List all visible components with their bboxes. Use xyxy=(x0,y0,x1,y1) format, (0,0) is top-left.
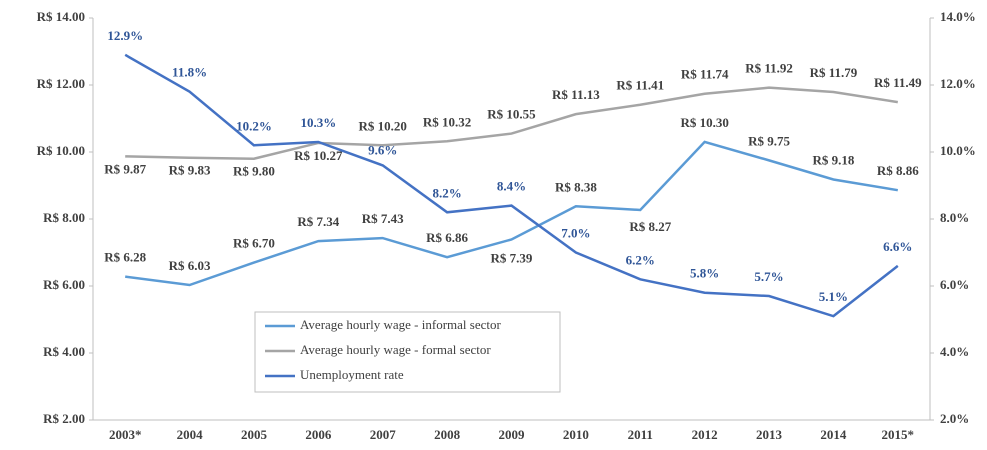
y2-tick-label: 12.0% xyxy=(940,76,976,91)
data-label: 10.3% xyxy=(300,115,336,130)
data-label: R$ 6.86 xyxy=(426,230,468,245)
y2-tick-label: 14.0% xyxy=(940,9,976,24)
data-label: 6.2% xyxy=(626,252,655,267)
data-label: 11.8% xyxy=(172,65,207,80)
data-label: R$ 11.74 xyxy=(681,67,729,82)
x-tick-label: 2007 xyxy=(370,427,397,442)
y2-tick-label: 2.0% xyxy=(940,411,969,426)
data-label: 5.7% xyxy=(754,269,783,284)
x-tick-label: 2009 xyxy=(499,427,526,442)
data-label: R$ 11.79 xyxy=(810,65,858,80)
data-label: R$ 7.39 xyxy=(491,250,533,265)
data-label: R$ 10.55 xyxy=(487,107,536,122)
series-line xyxy=(124,53,899,318)
x-tick-label: 2011 xyxy=(628,427,653,442)
data-label: R$ 10.30 xyxy=(680,115,728,130)
legend-label: Average hourly wage - formal sector xyxy=(300,342,491,357)
series-line xyxy=(125,86,899,160)
data-label: R$ 7.43 xyxy=(362,211,404,226)
data-label: R$ 9.80 xyxy=(233,164,275,179)
data-label: 7.0% xyxy=(561,225,590,240)
x-tick-label: 2005 xyxy=(241,427,268,442)
data-label: R$ 11.92 xyxy=(745,61,793,76)
data-label: R$ 10.27 xyxy=(294,148,343,163)
y-tick-label: R$ 12.00 xyxy=(37,76,85,91)
x-tick-label: 2013 xyxy=(756,427,783,442)
data-label: 8.4% xyxy=(497,179,526,194)
data-label: R$ 9.87 xyxy=(104,161,146,176)
x-tick-label: 2015* xyxy=(882,427,915,442)
data-label: R$ 11.49 xyxy=(874,75,922,90)
data-label: R$ 8.86 xyxy=(877,163,919,178)
data-label: R$ 7.34 xyxy=(297,214,339,229)
series-line xyxy=(125,140,899,287)
data-label: R$ 9.18 xyxy=(812,152,854,167)
legend-label: Average hourly wage - informal sector xyxy=(300,317,501,332)
y2-tick-label: 10.0% xyxy=(940,143,976,158)
y-tick-label: R$ 14.00 xyxy=(37,9,85,24)
data-label: R$ 6.03 xyxy=(169,258,211,273)
y-tick-label: R$ 4.00 xyxy=(43,344,85,359)
data-label: R$ 9.75 xyxy=(748,133,790,148)
legend-box xyxy=(254,311,561,393)
y-tick-label: R$ 2.00 xyxy=(43,411,85,426)
data-label: 8.2% xyxy=(432,185,461,200)
data-label: R$ 11.41 xyxy=(616,78,664,93)
x-tick-label: 2014 xyxy=(820,427,847,442)
data-label: R$ 6.70 xyxy=(233,236,275,251)
data-label: R$ 8.27 xyxy=(629,219,671,234)
x-tick-label: 2003* xyxy=(109,427,142,442)
y2-tick-label: 6.0% xyxy=(940,277,969,292)
y-tick-label: R$ 10.00 xyxy=(37,143,85,158)
x-tick-label: 2008 xyxy=(434,427,461,442)
x-tick-label: 2010 xyxy=(563,427,589,442)
data-label: R$ 11.13 xyxy=(552,87,600,102)
y-tick-label: R$ 8.00 xyxy=(43,210,85,225)
data-label: 5.8% xyxy=(690,266,719,281)
y-tick-label: R$ 6.00 xyxy=(43,277,85,292)
data-label: R$ 9.83 xyxy=(169,163,211,178)
data-label: 5.1% xyxy=(819,289,848,304)
x-tick-label: 2012 xyxy=(692,427,718,442)
data-label: R$ 6.28 xyxy=(104,250,146,265)
data-label: 6.6% xyxy=(883,239,912,254)
y2-tick-label: 8.0% xyxy=(940,210,969,225)
legend-label: Unemployment rate xyxy=(300,367,404,382)
data-label: R$ 10.20 xyxy=(359,118,407,133)
x-tick-label: 2006 xyxy=(305,427,332,442)
data-label: 9.6% xyxy=(368,142,397,157)
data-label: R$ 10.32 xyxy=(423,114,471,129)
data-label: R$ 8.38 xyxy=(555,179,597,194)
x-tick-label: 2004 xyxy=(177,427,204,442)
y2-tick-label: 4.0% xyxy=(940,344,969,359)
data-label: 10.2% xyxy=(236,118,272,133)
data-label: 12.9% xyxy=(107,28,143,43)
